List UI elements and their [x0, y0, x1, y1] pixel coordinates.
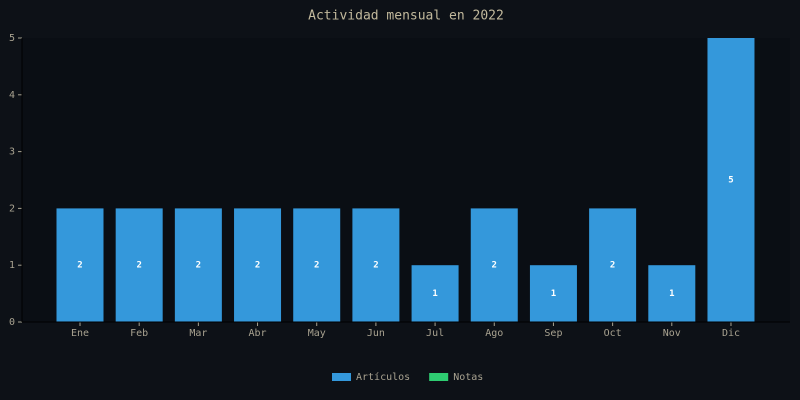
value-label: 2 — [314, 261, 319, 271]
value-label: 5 — [728, 176, 733, 186]
x-tick-label: Ago — [485, 328, 503, 339]
value-label: 1 — [669, 289, 674, 299]
y-tick-label: 2 — [9, 203, 15, 214]
x-tick-label: Oct — [604, 328, 622, 339]
bar — [234, 208, 282, 322]
x-tick-label: Ene — [71, 328, 89, 339]
y-tick-label: 5 — [9, 33, 15, 44]
x-tick-label: Jun — [367, 328, 385, 339]
x-tick-label: Mar — [189, 328, 207, 339]
legend-label: Artículos — [356, 371, 410, 383]
value-label: 2 — [610, 261, 615, 271]
bar — [529, 265, 577, 322]
y-tick-label: 3 — [9, 147, 15, 158]
value-label: 2 — [492, 261, 497, 271]
legend-swatch — [429, 373, 449, 381]
x-tick-label: Nov — [663, 328, 681, 339]
bar — [707, 38, 755, 322]
x-tick-label: Jul — [426, 328, 444, 339]
x-tick-label: Sep — [544, 328, 562, 339]
value-label: 2 — [136, 261, 141, 271]
value-label: 1 — [551, 289, 556, 299]
bar — [174, 208, 222, 322]
y-tick-label: 1 — [9, 260, 15, 271]
bar — [589, 208, 637, 322]
x-tick-label: Abr — [249, 328, 267, 339]
y-tick-label: 4 — [9, 90, 15, 101]
bar — [56, 208, 104, 322]
x-tick-label: Dic — [722, 328, 740, 339]
y-tick-label: 0 — [9, 317, 15, 328]
x-tick-label: May — [308, 328, 326, 339]
chart-title: Actividad mensual en 2022 — [308, 9, 504, 24]
value-label: 1 — [432, 289, 437, 299]
bar — [115, 208, 163, 322]
bar — [411, 265, 459, 322]
value-label: 2 — [196, 261, 201, 271]
legend-swatch — [332, 373, 351, 381]
value-label: 2 — [255, 261, 260, 271]
value-label: 2 — [77, 261, 82, 271]
x-tick-label: Feb — [130, 328, 148, 339]
bar — [352, 208, 400, 322]
bar — [293, 208, 341, 322]
legend-label: Notas — [453, 372, 483, 383]
value-label: 2 — [373, 261, 378, 271]
bar — [470, 208, 518, 322]
bar — [648, 265, 696, 322]
